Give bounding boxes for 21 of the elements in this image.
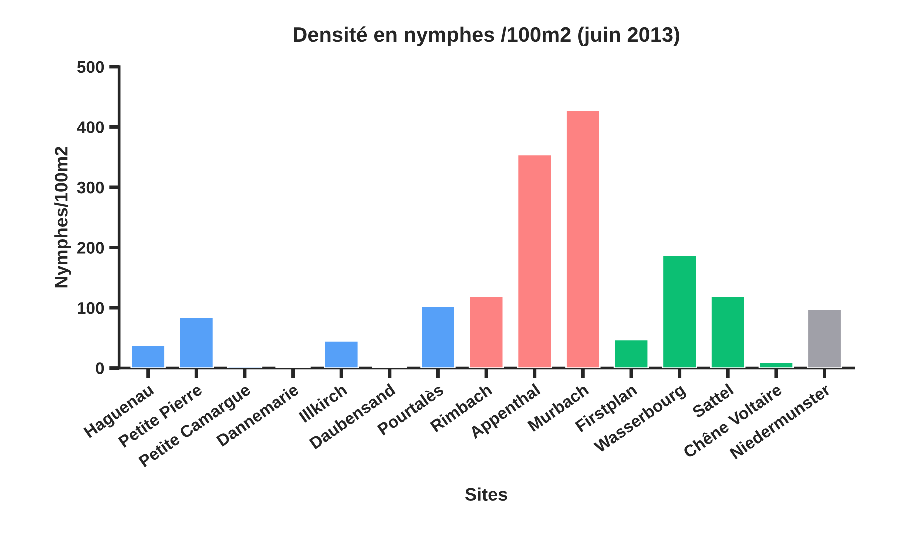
bar [179,316,214,368]
y-tick-label: 400 [77,122,104,134]
y-tick-label: 0 [96,362,104,374]
bar [468,296,504,368]
bar [662,254,698,368]
bar [517,154,552,368]
y-axis-title: Nymphes/100m2 [54,147,72,288]
bar [130,344,166,368]
y-tick-label: 100 [78,302,104,314]
y-tick-label: 500 [77,61,104,74]
bar [710,296,746,368]
y-tick-label: 300 [77,182,104,194]
chart-title: Densité en nymphes /100m2 (juin 2013) [294,26,680,46]
bar [758,362,794,368]
bar [566,110,601,368]
bar [807,309,842,368]
bar [324,340,360,368]
bar [614,339,650,368]
bar [420,306,456,368]
x-axis-title: Sites [465,488,508,502]
y-tick-label: 200 [78,242,104,254]
